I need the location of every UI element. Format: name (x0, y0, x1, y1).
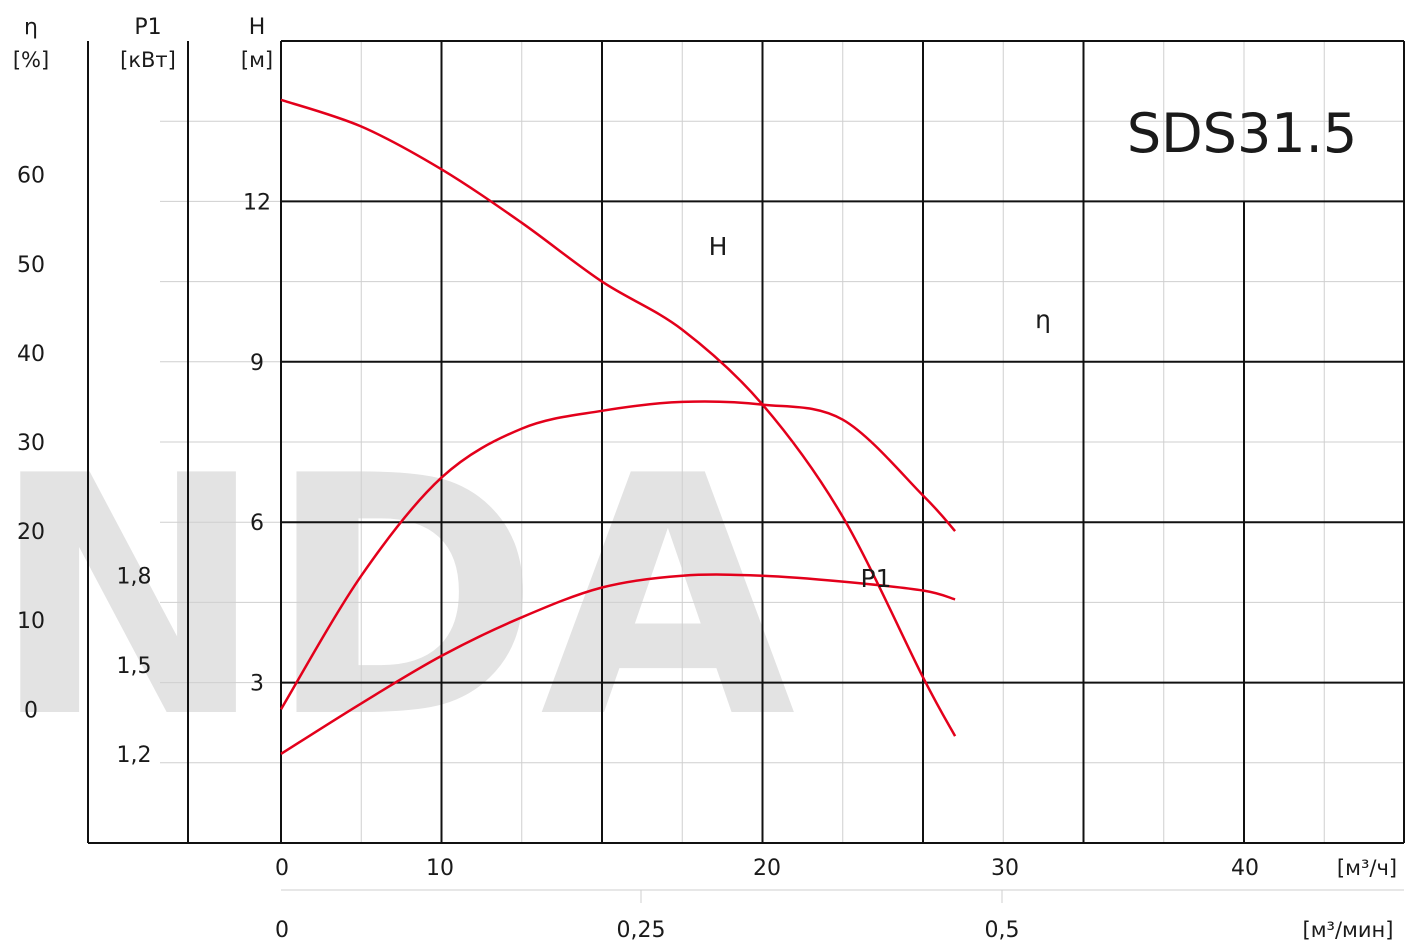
head-axis-unit: [м] (241, 48, 273, 72)
head-curve (280, 98, 957, 737)
efficiency-curve-label: η (1035, 305, 1051, 334)
efficiency-tick-label: 40 (17, 342, 45, 367)
head-tick-label: 12 (243, 190, 271, 215)
x-tick-label: 0 (275, 856, 289, 881)
power-curve-label: P1 (861, 564, 892, 593)
power-tick-label: 1,5 (117, 654, 152, 679)
x-tick-label: 30 (991, 856, 1019, 881)
head-tick-label: 3 (250, 672, 264, 697)
head-tick-label: 6 (250, 511, 264, 536)
power-tick-label: 1,8 (117, 565, 152, 590)
head-tick-label: 9 (250, 351, 264, 376)
x-secondary-tick-label: 0,25 (617, 918, 666, 943)
power-curve (280, 573, 956, 755)
labels: SDS31.50 10 20 30 40 [м³/ч]0 0,25 0,5 [м³/мин]H[… (13, 15, 1397, 943)
axes (87, 40, 1405, 903)
efficiency-tick-label: 30 (17, 431, 45, 456)
x-secondary-axis-unit: [м³/мин] (1303, 918, 1394, 942)
x-tick-label: 40 (1231, 856, 1259, 881)
power-tick-label: 1,2 (117, 743, 152, 768)
x-tick-label: 10 (426, 856, 454, 881)
curves (279, 98, 957, 755)
head-curve-label: H (709, 232, 728, 261)
grid (160, 41, 1404, 843)
power-axis-unit: [кВт] (120, 48, 176, 72)
efficiency-tick-label: 20 (17, 520, 45, 545)
x-secondary-tick-label: 0,5 (985, 918, 1020, 943)
efficiency-tick-label: 10 (17, 609, 45, 634)
efficiency-axis-label: η (24, 15, 38, 40)
x-tick-label: 20 (753, 856, 781, 881)
watermark: NDA (0, 406, 798, 790)
x-secondary-tick-label: 0 (275, 918, 289, 943)
x-axis-unit: [м³/ч] (1337, 856, 1397, 880)
head-axis-label: H (249, 15, 266, 40)
efficiency-curve (279, 400, 957, 710)
efficiency-tick-label: 50 (17, 253, 45, 278)
efficiency-axis-unit: [%] (13, 48, 49, 72)
efficiency-tick-label: 60 (17, 164, 45, 189)
model-title: SDS31.5 (1127, 102, 1357, 165)
efficiency-tick-label: 0 (24, 698, 38, 723)
power-axis-label: P1 (134, 15, 161, 40)
